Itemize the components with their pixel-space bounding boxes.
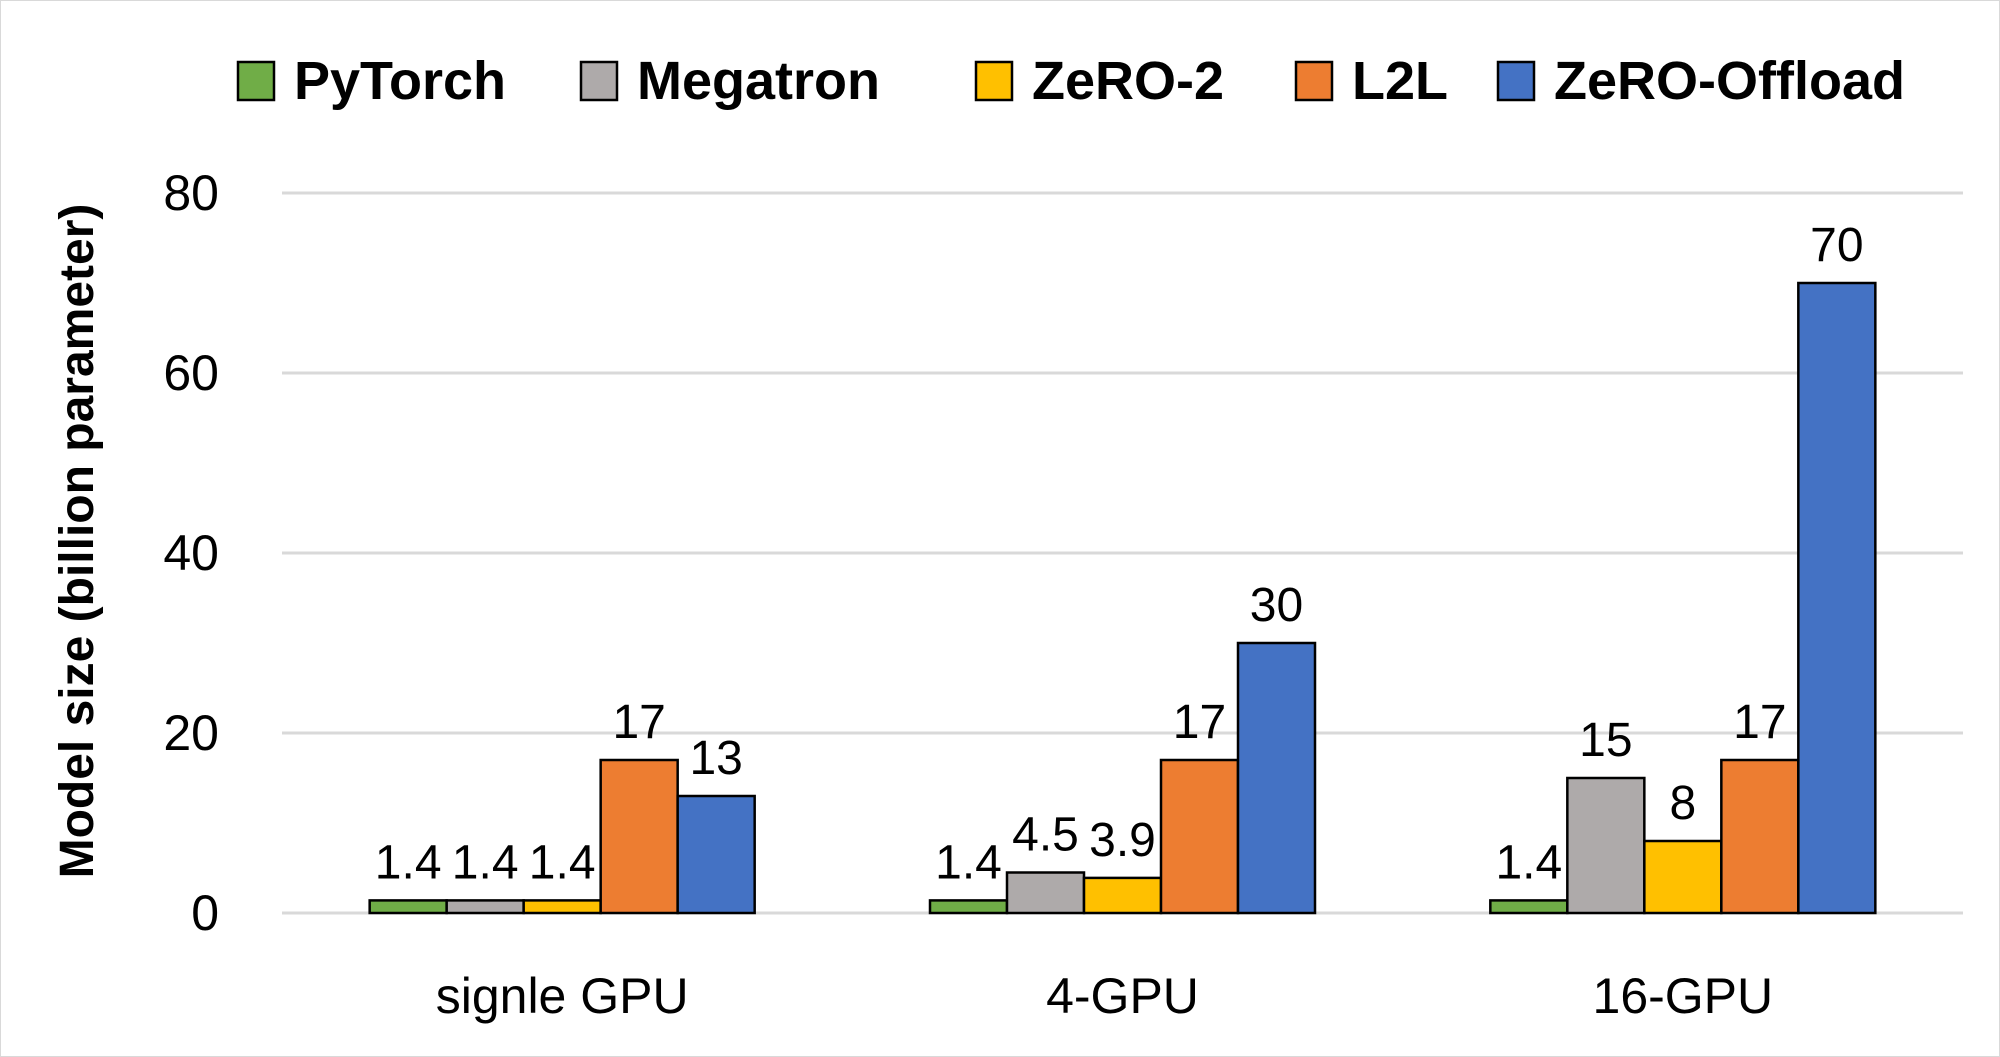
x-tick-labels: signle GPU 4-GPU 16-GPU [436,968,1773,1024]
data-label: 1.4 [529,836,596,889]
legend-swatch [974,60,1014,102]
y-tick-label: 80 [163,165,219,221]
bar-l2l-2 [1720,758,1800,915]
data-label: 1.4 [1495,836,1562,889]
legend-label: Megatron [637,51,880,111]
data-label: 17 [1173,696,1226,749]
data-label: 4.5 [1012,809,1079,862]
legend-swatch [1294,60,1334,102]
bar-pytorch-1 [928,899,1009,915]
bar-pytorch-2 [1489,899,1569,915]
y-tick-label: 40 [163,525,219,581]
bar-l2l-1 [1159,758,1240,915]
legend-swatch [236,60,276,102]
bar-zero-2-2 [1643,839,1723,915]
data-label: 1.4 [935,836,1002,889]
data-label: 3.9 [1089,814,1156,867]
y-tick-label: 60 [163,345,219,401]
bar-zero-offload-0 [676,794,756,915]
y-tick-labels: 0 20 40 60 80 [163,165,219,941]
gridlines [282,191,1963,915]
data-label: 17 [1733,696,1786,749]
y-tick-label: 20 [163,705,219,761]
bar-megatron-1 [1005,871,1086,915]
bars [368,281,1877,915]
legend-label: PyTorch [294,51,506,111]
legend-swatch [1496,60,1536,102]
data-label: 15 [1579,714,1632,767]
data-label: 70 [1810,219,1863,272]
legend-item-l2l: L2L [1294,51,1448,111]
legend-label: ZeRO-Offload [1554,51,1905,111]
bar-megatron-2 [1566,776,1646,915]
data-label: 30 [1250,579,1303,632]
legend: PyTorch Megatron ZeRO-2 L2L ZeRO-Offload [236,51,1905,111]
bar-l2l-0 [599,758,679,915]
legend-item-zero-offload: ZeRO-Offload [1496,51,1905,111]
legend-swatch [579,60,619,102]
x-tick-label: signle GPU [436,968,689,1024]
bar-zero-offload-1 [1236,641,1317,915]
data-label: 1.4 [452,836,519,889]
y-tick-label: 0 [191,885,219,941]
data-label: 1.4 [375,836,442,889]
bar-pytorch-0 [368,899,448,915]
x-tick-label: 4-GPU [1046,968,1199,1024]
legend-item-pytorch: PyTorch [236,51,506,111]
y-axis-title: Model size (billion parameter) [51,204,104,879]
bar-megatron-0 [445,899,525,915]
bar-zero-offload-2 [1797,281,1877,915]
legend-label: ZeRO-2 [1032,51,1224,111]
data-label: 8 [1669,777,1696,830]
x-tick-label: 16-GPU [1593,968,1774,1024]
data-label: 13 [689,732,742,785]
data-label: 17 [612,696,665,749]
legend-label: L2L [1352,51,1448,111]
bar-zero-2-0 [522,899,602,915]
legend-item-zero-2: ZeRO-2 [974,51,1224,111]
bar-zero-2-1 [1082,876,1163,915]
legend-item-megatron: Megatron [579,51,880,111]
